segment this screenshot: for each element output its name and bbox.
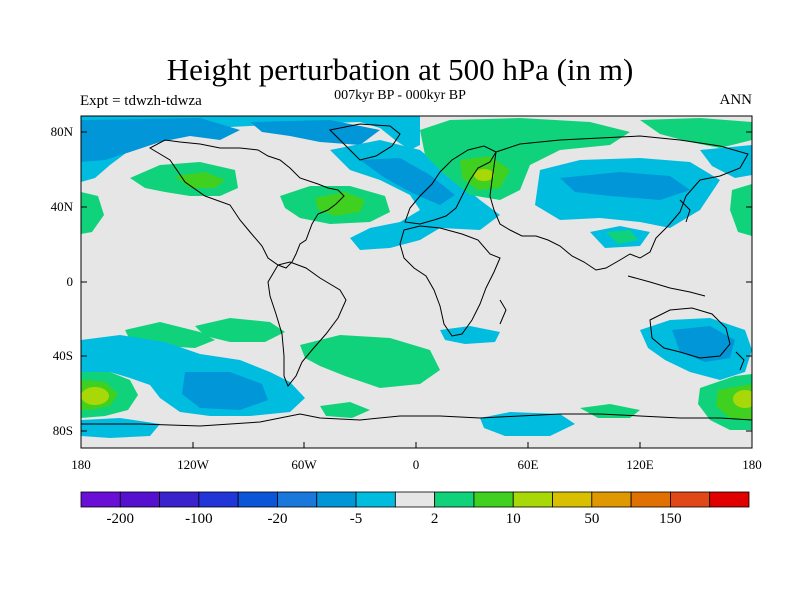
contour-neg-north-pacific-east: [700, 145, 752, 178]
colorbar-swatch: [277, 491, 318, 508]
contour-neg-southern-ocean-core: [182, 372, 268, 410]
contour-neg-antarctic-band: [81, 418, 160, 438]
contour-neg-arctic-core: [81, 118, 240, 162]
lon-label-120w: 120W: [177, 457, 210, 472]
lat-label-80s: 80S: [53, 423, 73, 438]
experiment-label: Expt = tdwzh-tdwza: [80, 93, 202, 109]
contour-neg-australia-core: [672, 326, 735, 362]
coastline-madagascar: [499, 299, 507, 325]
colorbar-label: -5: [350, 511, 363, 527]
contour-pos-southwest-peak: [81, 387, 109, 405]
lat-label-40n: 40N: [51, 199, 74, 214]
colorbar-label: 50: [584, 511, 599, 527]
colorbar-swatch: [159, 491, 200, 508]
season-label: ANN: [719, 92, 753, 108]
coastline-australia: [649, 307, 731, 359]
colorbar-swatch: [552, 491, 593, 508]
colorbar-label: 150: [659, 511, 682, 527]
colorbar-swatch: [80, 491, 121, 508]
colorbar-label: -200: [107, 511, 135, 527]
contour-pos-eurasia-peak: [474, 169, 494, 181]
colorbar-swatch: [434, 491, 475, 508]
colorbar: [80, 491, 750, 508]
chart-title: Height perturbation at 500 hPa (in m): [166, 52, 634, 87]
coastline-africa: [399, 225, 501, 337]
contour-neg-south-atlantic: [440, 326, 500, 344]
contour-pos-east-edge-north: [730, 184, 752, 236]
coastline-europe: [404, 145, 497, 225]
lon-label-0: 0: [413, 457, 420, 472]
contour-pos-south-atlantic: [300, 335, 440, 388]
colorbar-swatch: [473, 491, 514, 508]
colorbar-labels: -200 -100 -20 -5 2 10 50 150: [107, 511, 682, 527]
colorbar-swatch: [316, 491, 357, 508]
lat-tick-marks: [81, 131, 752, 432]
coastline-south-america: [267, 261, 347, 387]
lat-label-0: 0: [67, 274, 74, 289]
contour-neg-north-atlantic-core: [360, 158, 455, 205]
contour-pos-southeast-peak: [733, 390, 752, 408]
lat-label-80n: 80N: [51, 124, 74, 139]
colorbar-swatch: [709, 491, 750, 508]
contour-field: [81, 116, 752, 448]
lon-label-180w: 180: [71, 457, 91, 472]
contour-neg-siberia-core: [560, 172, 690, 200]
colorbar-label: -100: [185, 511, 213, 527]
contour-neg-antarctic-band-2: [480, 412, 575, 436]
colorbar-label: -20: [267, 511, 287, 527]
contour-pos-east-asia: [606, 230, 638, 244]
lon-label-180e: 180: [742, 457, 762, 472]
colorbar-label: 2: [431, 511, 439, 527]
lon-label-120e: 120E: [626, 457, 654, 472]
colorbar-swatch: [119, 491, 160, 508]
coastline-indonesia: [627, 275, 706, 297]
colorbar-swatch: [237, 491, 278, 508]
coastline-north-america: [148, 139, 345, 269]
coastline-asia: [489, 135, 749, 271]
lon-label-60w: 60W: [291, 457, 317, 472]
colorbar-swatch: [355, 491, 396, 508]
colorbar-swatch: [630, 491, 671, 508]
colorbar-swatch: [670, 491, 711, 508]
coastline-greenland: [328, 123, 401, 161]
colorbar-label: 10: [506, 511, 521, 527]
colorbar-swatch: [512, 491, 553, 508]
chart-subtitle: 007kyr BP - 000kyr BP: [334, 88, 466, 103]
contour-pos-antarctic-2: [320, 402, 370, 418]
lat-label-40s: 40S: [53, 348, 73, 363]
contour-pos-west-edge-north: [81, 192, 104, 234]
lon-tick-marks: [80, 442, 753, 448]
coastline-new-zealand: [735, 351, 745, 371]
lon-label-60e: 60E: [518, 457, 539, 472]
colorbar-swatch: [394, 491, 436, 508]
contour-pos-northeast-asia: [640, 118, 752, 148]
coastline-japan: [679, 199, 691, 223]
contour-pos-south-pacific-2: [195, 318, 285, 342]
coastlines: [81, 123, 752, 427]
colorbar-swatch: [591, 491, 632, 508]
coastline-antarctica: [81, 413, 752, 427]
colorbar-swatch: [198, 491, 239, 508]
